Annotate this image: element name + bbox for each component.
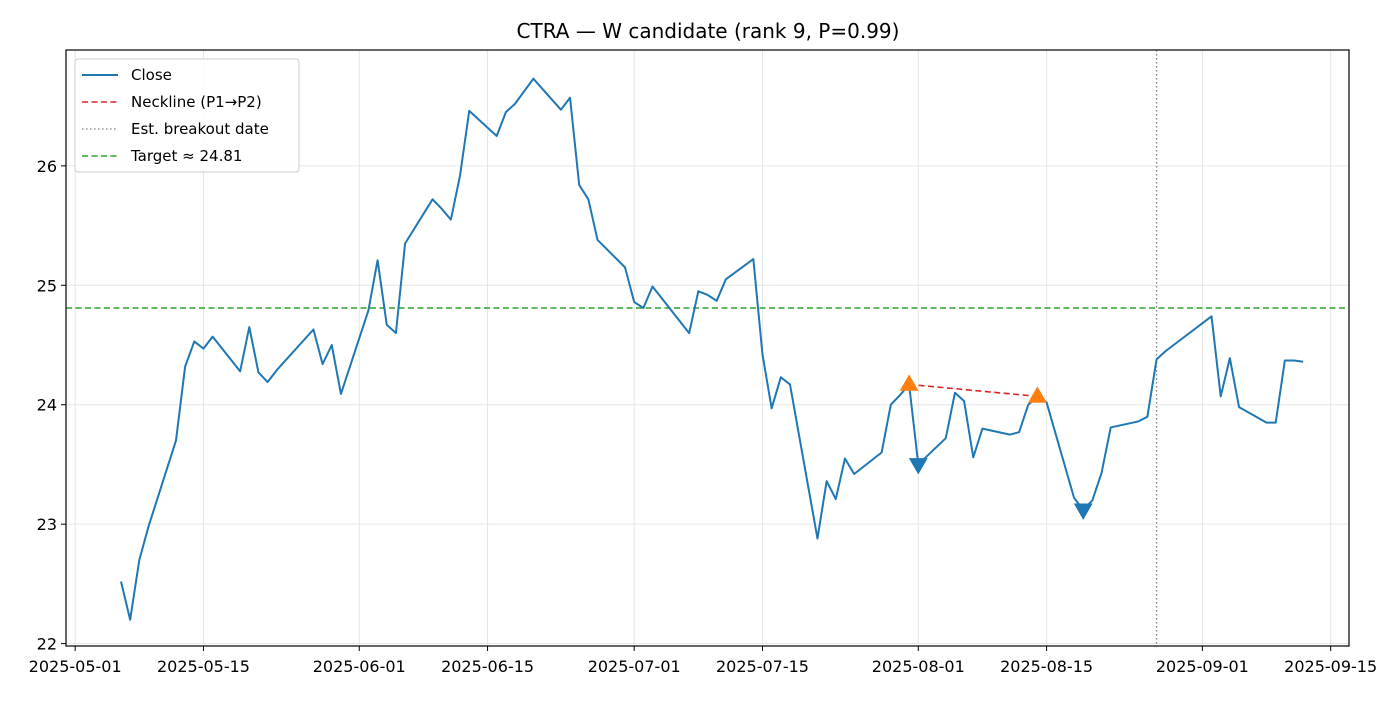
x-tick-label: 2025-09-01: [1156, 657, 1249, 676]
chart-title: CTRA — W candidate (rank 9, P=0.99): [517, 19, 900, 43]
y-tick-label: 23: [37, 515, 57, 534]
neckline: [909, 383, 1038, 398]
x-tick-label: 2025-06-01: [313, 657, 406, 676]
series: [120, 77, 1304, 621]
x-tick-label: 2025-06-15: [441, 657, 534, 676]
x-tick-label: 2025-09-15: [1284, 657, 1377, 676]
x-tick-label: 2025-07-01: [588, 657, 681, 676]
trough-marker: [1073, 503, 1093, 520]
y-tick-label: 24: [37, 396, 57, 415]
y-tick-label: 25: [37, 276, 57, 295]
y-tick-label: 26: [37, 157, 57, 176]
y-tick-label: 22: [37, 635, 57, 654]
reference-lines: [66, 50, 1349, 646]
x-tick-label: 2025-07-15: [716, 657, 809, 676]
trough-marker: [908, 458, 928, 475]
x-tick-label: 2025-08-01: [872, 657, 965, 676]
legend-box: [74, 58, 300, 173]
x-tick-label: 2025-05-01: [29, 657, 122, 676]
peak-marker: [1027, 386, 1047, 403]
peak-marker: [899, 374, 919, 391]
x-tick-label: 2025-05-15: [157, 657, 250, 676]
legend: Close Neckline (P1→P2) Est. breakout date T…: [74, 58, 300, 173]
close-price-line: [120, 77, 1304, 621]
x-tick-label: 2025-08-15: [1000, 657, 1093, 676]
legend-label: Target ≈ 24.81: [130, 147, 242, 165]
legend-label: Close: [131, 66, 172, 84]
pattern-markers: [899, 374, 1093, 520]
plot-frame: [65, 49, 1350, 647]
legend-label: Est. breakout date: [131, 120, 269, 138]
axes: 22 23 24 25 26 2025-05-01 2025-05-15 2025-06-01…: [29, 157, 1377, 676]
legend-label: Neckline (P1→P2): [131, 93, 262, 111]
